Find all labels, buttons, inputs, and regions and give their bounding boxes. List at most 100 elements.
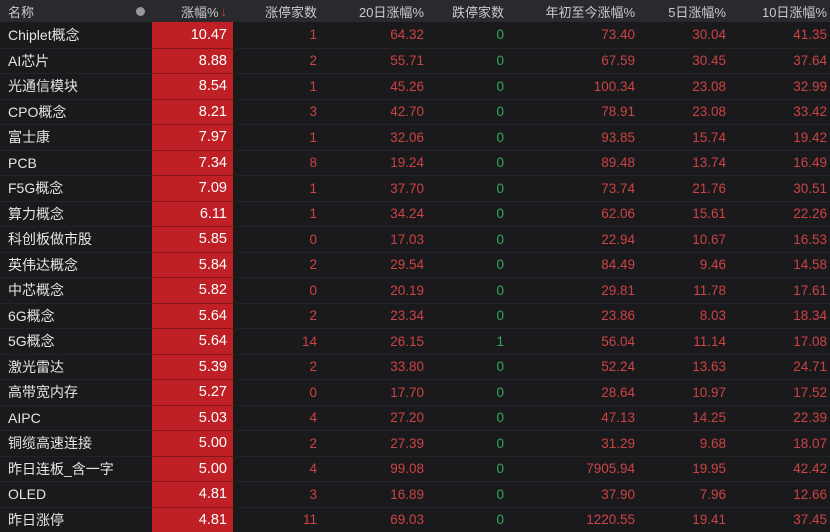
limit-down-count-cell: 0 — [426, 302, 506, 329]
5d-change-cell: 23.08 — [637, 98, 728, 125]
limit-down-count-cell: 0 — [426, 124, 506, 150]
limit-down-count-cell: 0 — [426, 226, 506, 252]
column-header-name[interactable]: 名称 — [0, 0, 152, 22]
ytd-change-cell: 1220.55 — [506, 506, 637, 532]
20d-change-cell: 33.80 — [318, 353, 426, 380]
ytd-change-cell: 67.59 — [506, 47, 637, 74]
ytd-change-cell: 37.90 — [506, 481, 637, 507]
limit-down-count-cell: 0 — [426, 506, 506, 532]
table-row[interactable]: CPO概念 8.21 3 42.70 0 78.91 23.08 33.42 — [0, 98, 830, 125]
limit-down-count-cell: 0 — [426, 481, 506, 507]
10d-change-cell: 33.42 — [728, 98, 830, 125]
table-row[interactable]: 6G概念 5.64 2 23.34 0 23.86 8.03 18.34 — [0, 302, 830, 329]
5d-change-cell: 7.96 — [637, 481, 728, 507]
table-row[interactable]: 铜缆高速连接 5.00 2 27.39 0 31.29 9.68 18.07 — [0, 430, 830, 456]
table-row[interactable]: 中芯概念 5.82 0 20.19 0 29.81 11.78 17.61 — [0, 277, 830, 303]
limit-down-count-cell: 0 — [496, 27, 504, 43]
ytd-change-cell: 31.29 — [506, 430, 637, 456]
10d-change-cell: 17.52 — [728, 379, 830, 405]
column-header-limit-up-count[interactable]: 涨停家数 — [264, 4, 317, 20]
sector-name: 铜缆高速连接 — [0, 430, 152, 456]
ytd-change-cell: 100.34 — [506, 73, 637, 99]
10d-change-cell: 18.07 — [728, 430, 830, 456]
5d-change-cell: 13.74 — [637, 149, 728, 176]
table-row[interactable]: 高带宽内存 5.27 0 17.70 0 28.64 10.97 17.52 — [0, 379, 830, 405]
table-row[interactable]: 算力概念 6.11 1 34.24 0 62.06 15.61 22.26 — [0, 200, 830, 227]
pct-change-cell: 5.00 — [152, 455, 233, 481]
table-body: Chiplet概念 10.47 1 64.32 0 73.40 30.04 41… — [0, 22, 830, 532]
20d-change-cell: 17.70 — [318, 379, 426, 405]
table-row[interactable]: AI芯片 8.88 2 55.71 0 67.59 30.45 37.64 — [0, 47, 830, 74]
table-row[interactable]: 昨日连板_含一字 5.00 4 99.08 0 7905.94 19.95 42… — [0, 455, 830, 482]
table-row[interactable]: 英伟达概念 5.84 2 29.54 0 84.49 9.46 14.58 — [0, 251, 830, 278]
20d-change-cell: 23.34 — [318, 302, 426, 329]
table-row[interactable]: F5G概念 7.09 1 37.70 0 73.74 21.76 30.51 — [0, 175, 830, 201]
pct-change-cell: 5.85 — [152, 226, 233, 252]
limit-down-count-cell: 0 — [426, 251, 506, 278]
column-header-10d-change[interactable]: 10日涨幅% — [761, 4, 827, 20]
limit-up-count-cell: 4 — [233, 404, 318, 431]
sector-name: 昨日连板_含一字 — [0, 455, 152, 482]
sector-name: F5G概念 — [0, 175, 152, 201]
20d-change-cell: 29.54 — [318, 251, 426, 278]
sector-name: 昨日涨停 — [0, 506, 152, 532]
20d-change-cell: 45.26 — [318, 73, 426, 99]
table-row[interactable]: OLED 4.81 3 16.89 0 37.90 7.96 12.66 — [0, 481, 830, 507]
limit-up-count-cell: 1 — [233, 73, 318, 99]
market-status-dot-icon — [136, 6, 145, 16]
pct-change-cell: 7.09 — [152, 175, 233, 201]
sector-name: 中芯概念 — [0, 277, 152, 303]
table-row[interactable]: 光通信模块 8.54 1 45.26 0 100.34 23.08 32.99 — [0, 73, 830, 99]
ytd-change-cell: 73.74 — [506, 175, 637, 201]
table-row[interactable]: AIPC 5.03 4 27.20 0 47.13 14.25 22.39 — [0, 404, 830, 431]
sector-name: Chiplet概念 — [8, 26, 80, 43]
limit-down-count-cell: 0 — [426, 98, 506, 125]
limit-up-count-cell: 14 — [233, 328, 318, 354]
10d-change-cell: 37.45 — [728, 506, 830, 532]
column-header-ytd-change[interactable]: 年初至今涨幅% — [545, 4, 635, 20]
20d-change-cell: 19.24 — [318, 149, 426, 176]
10d-change-cell: 17.61 — [728, 277, 830, 303]
sector-name: 富士康 — [0, 124, 152, 150]
pct-change-cell: 5.84 — [152, 251, 233, 277]
5d-change-cell: 9.68 — [637, 430, 728, 456]
20d-change-cell: 37.70 — [318, 175, 426, 201]
5d-change-cell: 30.45 — [637, 47, 728, 74]
5d-change-cell: 9.46 — [637, 251, 728, 278]
column-header-pct-change[interactable]: 涨幅% ↓ — [152, 0, 233, 22]
sector-name: 高带宽内存 — [0, 379, 152, 405]
5d-change-cell: 19.41 — [637, 506, 728, 532]
table-row[interactable]: 5G概念 5.64 14 26.15 1 56.04 11.14 17.08 — [0, 328, 830, 354]
table-row[interactable]: 昨日涨停 4.81 11 69.03 0 1220.55 19.41 37.45 — [0, 506, 830, 532]
table-row[interactable]: Chiplet概念 10.47 1 64.32 0 73.40 30.04 41… — [0, 22, 830, 48]
5d-change-cell: 10.97 — [637, 379, 728, 405]
pct-change-cell: 5.64 — [152, 302, 233, 328]
column-header-5d-change[interactable]: 5日涨幅% — [668, 4, 726, 20]
table-row[interactable]: 科创板做市股 5.85 0 17.03 0 22.94 10.67 16.53 — [0, 226, 830, 252]
limit-up-count-cell: 2 — [233, 47, 318, 74]
5d-change-cell: 14.25 — [637, 404, 728, 431]
table-row[interactable]: PCB 7.34 8 19.24 0 89.48 13.74 16.49 — [0, 149, 830, 176]
5d-change-cell: 10.67 — [637, 226, 728, 252]
10d-change-cell: 19.42 — [728, 124, 830, 150]
column-header-20d-change[interactable]: 20日涨幅% — [358, 4, 424, 20]
pct-change-cell: 6.11 — [152, 200, 233, 226]
pct-change-cell: 8.21 — [152, 98, 233, 124]
limit-down-count-cell: 1 — [426, 328, 506, 354]
pct-change-cell: 5.82 — [152, 277, 233, 303]
sector-name: 英伟达概念 — [0, 251, 152, 278]
ytd-change-cell: 29.81 — [506, 277, 637, 303]
table-header: 名称 涨幅% ↓ 涨停家数 20日涨幅% 跌停家数 年初至今涨幅% 5日涨幅% … — [0, 0, 830, 22]
limit-up-count-cell: 0 — [233, 379, 318, 405]
table-row[interactable]: 富士康 7.97 1 32.06 0 93.85 15.74 19.42 — [0, 124, 830, 150]
limit-down-count-cell: 0 — [426, 200, 506, 227]
ytd-change-cell: 28.64 — [506, 379, 637, 405]
column-header-limit-down-count[interactable]: 跌停家数 — [451, 4, 504, 20]
table-row[interactable]: 激光雷达 5.39 2 33.80 0 52.24 13.63 24.71 — [0, 353, 830, 380]
20d-change-cell: 17.03 — [318, 226, 426, 252]
sector-name: PCB — [0, 149, 152, 176]
limit-down-count-cell: 0 — [426, 73, 506, 99]
5d-change-cell: 11.78 — [637, 277, 728, 303]
limit-up-count-cell: 0 — [233, 226, 318, 252]
